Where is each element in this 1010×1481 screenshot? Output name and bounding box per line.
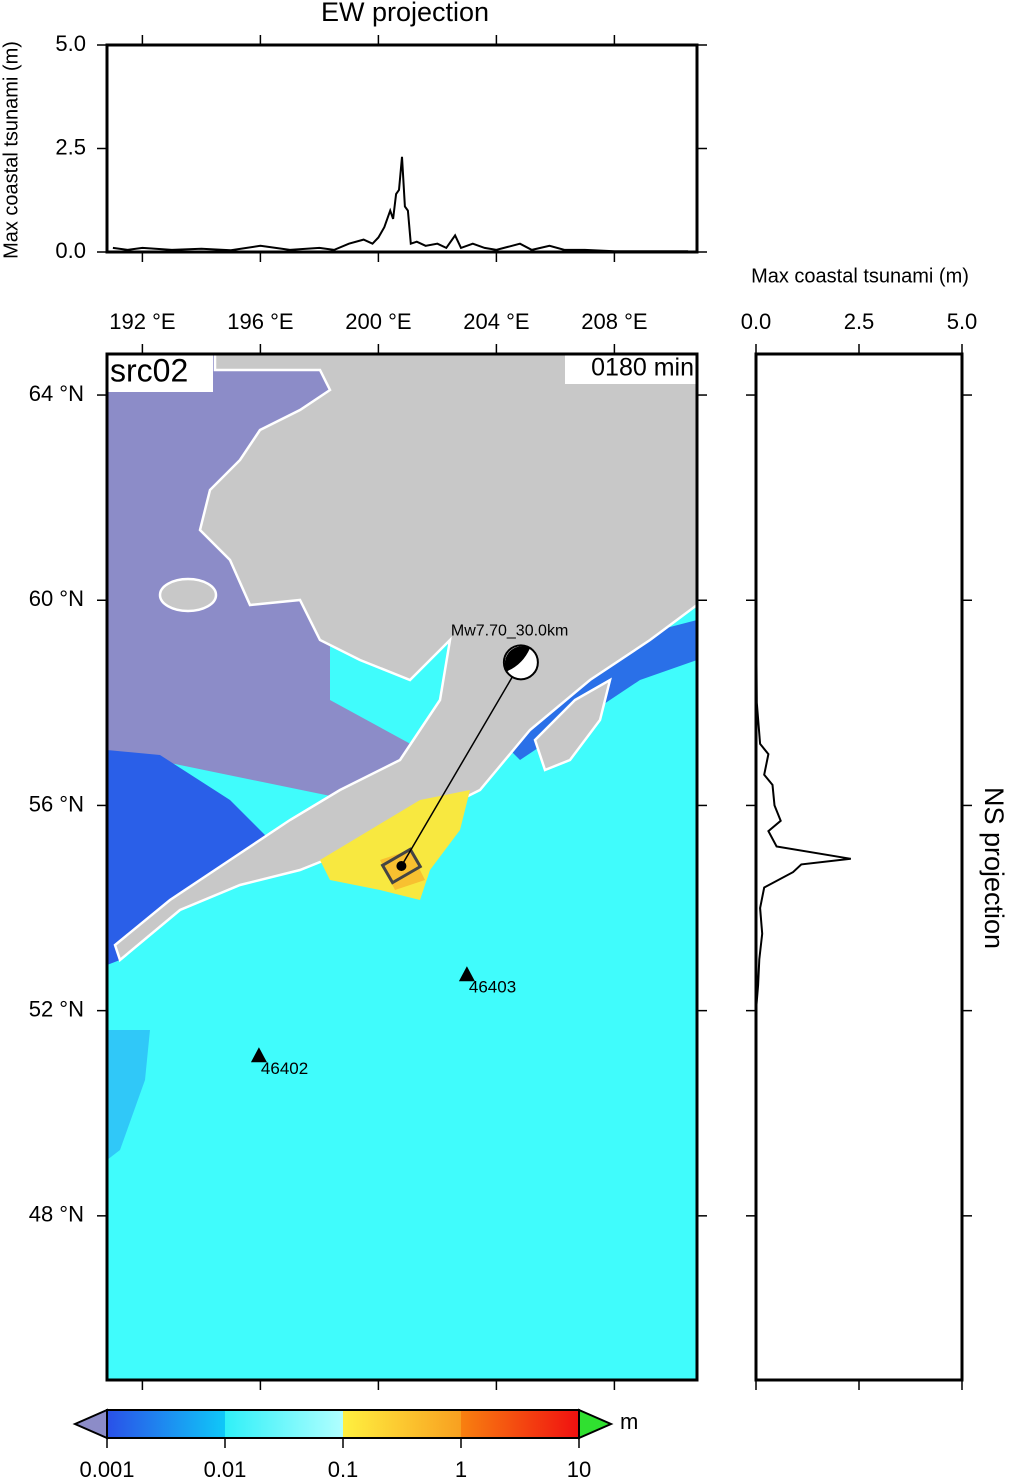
leader-line — [400, 661, 522, 867]
y-tick-label: 64 °N — [29, 381, 84, 406]
fault-plane — [380, 847, 423, 885]
x-tick-label: 196 °E — [227, 309, 293, 334]
y-tick-label: 48 °N — [29, 1202, 84, 1227]
land — [113, 354, 697, 963]
low-wave-area — [107, 1030, 150, 1160]
x-tick-label: 204 °E — [463, 309, 529, 334]
label-box — [565, 354, 697, 384]
chart-title: NS projection — [979, 787, 1009, 949]
colorbar-tick-label: 1 — [455, 1457, 467, 1481]
y-axis-label: Max coastal tsunami (m) — [0, 41, 22, 259]
y-tick-label: 5.0 — [55, 31, 86, 56]
y-tick-label: 56 °N — [29, 791, 84, 816]
profile-line — [755, 600, 851, 1011]
colorbar — [72, 1408, 614, 1440]
label-box — [107, 354, 213, 392]
colorbar-under — [72, 1408, 108, 1440]
colorbar-segment — [107, 1410, 225, 1438]
colorbar-tick-label: 0.1 — [328, 1457, 359, 1481]
colorbar-segment — [343, 1410, 461, 1438]
island — [533, 677, 612, 772]
colorbar-tick-label: 10 — [567, 1457, 591, 1481]
map-background — [107, 354, 697, 1380]
x-tick-label: 192 °E — [109, 309, 175, 334]
profile-line — [112, 156, 689, 253]
x-axis-label: Max coastal tsunami (m) — [751, 265, 969, 287]
x-tick-label: 200 °E — [345, 309, 411, 334]
station-marker — [458, 966, 475, 982]
colorbar-tick-label: 0.01 — [204, 1457, 247, 1481]
focal-mechanism-quadrant — [504, 646, 530, 672]
map-frame — [105, 352, 699, 1382]
x-tick-label: 208 °E — [581, 309, 647, 334]
colorbar-unit: m — [620, 1409, 638, 1434]
y-tick-label: 52 °N — [29, 996, 84, 1021]
time-label: 0180 min — [591, 354, 694, 382]
low-wave-area — [107, 750, 280, 965]
island — [158, 577, 218, 613]
station-label: 46402 — [261, 1059, 308, 1078]
x-tick-label: 2.5 — [844, 309, 875, 334]
y-tick-label: 2.5 — [55, 134, 86, 159]
epicenter — [396, 860, 407, 871]
colorbar-over — [578, 1408, 614, 1440]
colorbar-tick-label: 0.001 — [79, 1457, 134, 1481]
run-label: src02 — [110, 352, 188, 388]
chart-title: EW projection — [321, 0, 489, 27]
x-tick-label: 0.0 — [741, 309, 772, 334]
y-tick-label: 60 °N — [29, 586, 84, 611]
colorbar-segment — [225, 1410, 343, 1438]
source-label: Mw7.70_30.0km — [451, 623, 568, 640]
y-tick-label: 0.0 — [55, 238, 86, 263]
colorbar-segment — [461, 1410, 579, 1438]
plot-frame — [105, 43, 699, 254]
station-marker — [250, 1047, 267, 1063]
plot-frame — [754, 352, 964, 1382]
wave-area — [320, 790, 470, 900]
x-tick-label: 5.0 — [947, 309, 978, 334]
station-label: 46403 — [469, 978, 516, 997]
